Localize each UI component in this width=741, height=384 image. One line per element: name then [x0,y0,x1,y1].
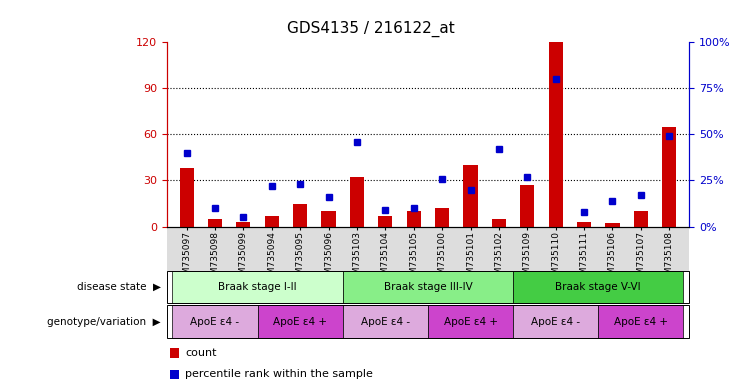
Text: ApoE ε4 +: ApoE ε4 + [614,316,668,327]
Bar [322,211,336,227]
Text: ApoE ε4 -: ApoE ε4 - [361,316,410,327]
Bar [463,165,478,227]
Bar [179,168,193,227]
Bar [662,127,677,227]
Text: percentile rank within the sample: percentile rank within the sample [185,369,373,379]
Text: Braak stage III-IV: Braak stage III-IV [384,282,472,292]
Bar [548,42,562,227]
Bar [350,177,364,227]
Text: disease state  ▶: disease state ▶ [77,282,161,292]
Bar [236,222,250,227]
Text: ApoE ε4 +: ApoE ε4 + [444,316,497,327]
Bar [435,208,449,227]
Bar [293,204,308,227]
Text: Braak stage I-II: Braak stage I-II [219,282,297,292]
Text: count: count [185,348,217,358]
Text: GDS4135 / 216122_at: GDS4135 / 216122_at [287,21,454,37]
Text: genotype/variation  ▶: genotype/variation ▶ [47,316,161,327]
Bar [208,219,222,227]
Text: ApoE ε4 +: ApoE ε4 + [273,316,328,327]
Bar [520,185,534,227]
Bar [407,211,421,227]
Text: ApoE ε4 -: ApoE ε4 - [190,316,239,327]
Bar [378,216,393,227]
Text: Braak stage V-VI: Braak stage V-VI [556,282,641,292]
Bar [605,223,619,227]
Bar [577,222,591,227]
Bar [265,216,279,227]
Bar [492,219,506,227]
Bar [634,211,648,227]
Text: ApoE ε4 -: ApoE ε4 - [531,316,580,327]
